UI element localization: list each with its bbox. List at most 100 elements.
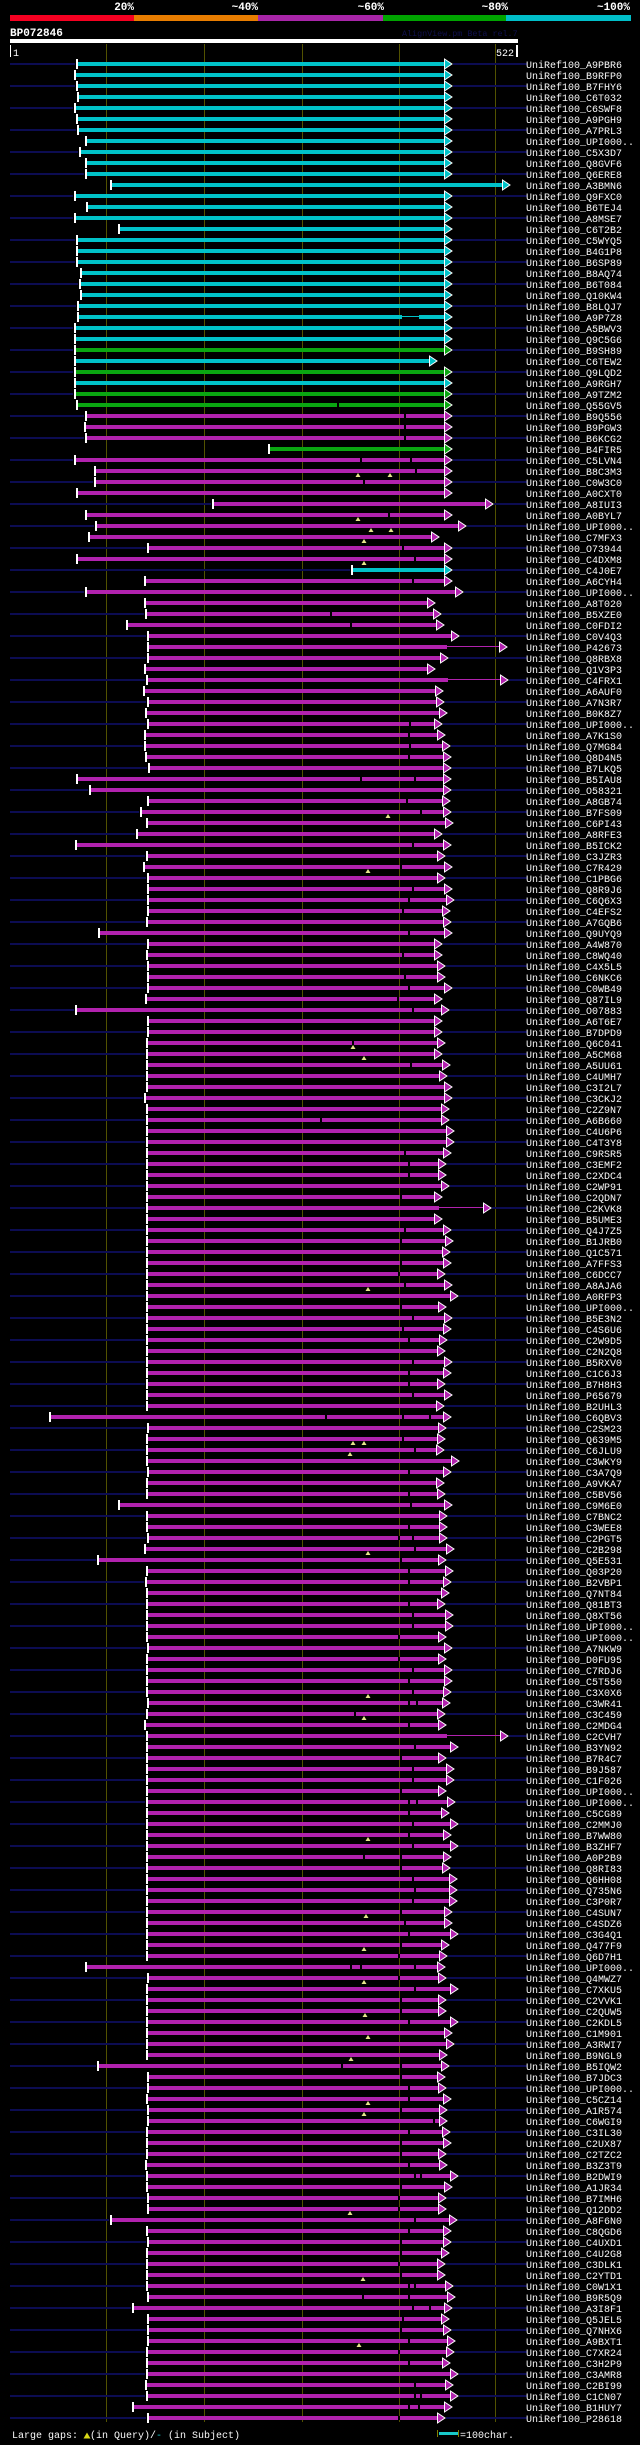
svg-text:(in Query)/: (in Query)/ [90,2430,156,2442]
svg-text:UniRef100_UPI000..: UniRef100_UPI000.. [526,1963,634,1975]
svg-text:UniRef100_B7WW80: UniRef100_B7WW80 [526,1831,622,1843]
svg-text:UniRef100_A5BWV3: UniRef100_A5BWV3 [526,324,622,336]
svg-text:UniRef100_C0W3C0: UniRef100_C0W3C0 [526,478,622,490]
svg-text:UniRef100_C6NKC6: UniRef100_C6NKC6 [526,973,622,985]
svg-text:UniRef100_C3CKJ2: UniRef100_C3CKJ2 [526,1094,622,1106]
svg-text:UniRef100_A8MSE7: UniRef100_A8MSE7 [526,214,622,226]
svg-text:UniRef100_B9R5Q9: UniRef100_B9R5Q9 [526,2293,622,2305]
svg-text:UniRef100_Q81BT3: UniRef100_Q81BT3 [526,1600,622,1612]
svg-text:UniRef100_O58321: UniRef100_O58321 [526,786,622,798]
svg-text:UniRef100_Q6ERE8: UniRef100_Q6ERE8 [526,170,622,182]
svg-text:UniRef100_UPI000..: UniRef100_UPI000.. [526,522,634,534]
svg-text:UniRef100_B8LQJ7: UniRef100_B8LQJ7 [526,302,622,314]
svg-text:UniRef100_C4T3Y8: UniRef100_C4T3Y8 [526,1138,622,1150]
svg-text:UniRef100_C5CZ14: UniRef100_C5CZ14 [526,2095,622,2107]
svg-text:UniRef100_A5CM68: UniRef100_A5CM68 [526,1050,622,1062]
svg-text:UniRef100_UPI000..: UniRef100_UPI000.. [526,588,634,600]
svg-text:UniRef100_B7DPD9: UniRef100_B7DPD9 [526,1028,622,1040]
svg-text:UniRef100_A8AJA6: UniRef100_A8AJA6 [526,1281,622,1293]
svg-text:UniRef100_P28618: UniRef100_P28618 [526,2414,622,2426]
svg-text:UniRef100_C4U6P6: UniRef100_C4U6P6 [526,1127,622,1139]
svg-text:~100%: ~100% [597,2,630,14]
svg-text:UniRef100_A9PBR6: UniRef100_A9PBR6 [526,60,622,72]
svg-text:20%: 20% [114,2,134,14]
svg-text:UniRef100_A9P7Z8: UniRef100_A9P7Z8 [526,313,622,325]
svg-text:UniRef100_A6T6E7: UniRef100_A6T6E7 [526,1017,622,1029]
svg-text:UniRef100_A7PRL3: UniRef100_A7PRL3 [526,126,622,138]
svg-text:UniRef100_B5XZE0: UniRef100_B5XZE0 [526,610,622,622]
svg-text:UniRef100_Q9LQD2: UniRef100_Q9LQD2 [526,368,622,380]
svg-text:UniRef100_Q55GV5: UniRef100_Q55GV5 [526,401,622,413]
svg-text:UniRef100_C8WQ40: UniRef100_C8WQ40 [526,951,622,963]
svg-text:UniRef100_B6KCG2: UniRef100_B6KCG2 [526,434,622,446]
svg-text:UniRef100_C5CG89: UniRef100_C5CG89 [526,1809,622,1821]
svg-text:UniRef100_C2MDG4: UniRef100_C2MDG4 [526,1721,622,1733]
svg-text:~80%: ~80% [482,2,509,14]
svg-text:UniRef100_B4FIR5: UniRef100_B4FIR5 [526,445,622,457]
svg-text:1: 1 [13,49,19,60]
svg-text:UniRef100_B2DWI9: UniRef100_B2DWI9 [526,2172,622,2184]
svg-text:UniRef100_Q03P20: UniRef100_Q03P20 [526,1567,622,1579]
svg-text:UniRef100_UPI000..: UniRef100_UPI000.. [526,137,634,149]
svg-text:UniRef100_C0W1X1: UniRef100_C0W1X1 [526,2282,622,2294]
svg-text:UniRef100_C4SUN7: UniRef100_C4SUN7 [526,1908,622,1920]
svg-text:UniRef100_B7FHY6: UniRef100_B7FHY6 [526,82,622,94]
svg-text:UniRef100_C8QGD6: UniRef100_C8QGD6 [526,2227,622,2239]
svg-text:UniRef100_C4U2G8: UniRef100_C4U2G8 [526,2249,622,2261]
svg-text:UniRef100_A6B660: UniRef100_A6B660 [526,1116,622,1128]
svg-text:UniRef100_B3ZHF7: UniRef100_B3ZHF7 [526,1842,622,1854]
svg-text:Large gaps:: Large gaps: [12,2431,78,2442]
svg-text:UniRef100_C0FDI2: UniRef100_C0FDI2 [526,621,622,633]
svg-text:UniRef100_C7BNC2: UniRef100_C7BNC2 [526,1512,622,1524]
svg-text:UniRef100_A9TZM2: UniRef100_A9TZM2 [526,390,622,402]
svg-text:UniRef100_Q9FXC0: UniRef100_Q9FXC0 [526,192,622,204]
svg-text:UniRef100_C7R429: UniRef100_C7R429 [526,863,622,875]
svg-text:UniRef100_C4SDZ6: UniRef100_C4SDZ6 [526,1919,622,1931]
svg-text:UniRef100_C6DCC7: UniRef100_C6DCC7 [526,1270,622,1282]
svg-text:UniRef100_A7K1S0: UniRef100_A7K1S0 [526,731,622,743]
svg-text:UniRef100_UPI000..: UniRef100_UPI000.. [526,1303,634,1315]
svg-text:UniRef100_C7XKU5: UniRef100_C7XKU5 [526,1985,622,1997]
svg-text:UniRef100_B1HUY7: UniRef100_B1HUY7 [526,2403,622,2415]
svg-text:UniRef100_C3I2L7: UniRef100_C3I2L7 [526,1083,622,1095]
svg-text:UniRef100_C3P0R7: UniRef100_C3P0R7 [526,1897,622,1909]
svg-text:UniRef100_A8RFE3: UniRef100_A8RFE3 [526,830,622,842]
svg-text:UniRef100_B7H8H3: UniRef100_B7H8H3 [526,1380,622,1392]
svg-text:UniRef100_C7RDJ6: UniRef100_C7RDJ6 [526,1666,622,1678]
svg-text:UniRef100_O73944: UniRef100_O73944 [526,544,622,556]
svg-text:UniRef100_C4X5L5: UniRef100_C4X5L5 [526,962,622,974]
svg-text:UniRef100_Q8RI83: UniRef100_Q8RI83 [526,1864,622,1876]
svg-text:UniRef100_C2QDN7: UniRef100_C2QDN7 [526,1193,622,1205]
svg-text:UniRef100_A3RWI7: UniRef100_A3RWI7 [526,2040,622,2052]
svg-text:UniRef100_C2MMJ0: UniRef100_C2MMJ0 [526,1820,622,1832]
svg-text:UniRef100_B9NGL9: UniRef100_B9NGL9 [526,2051,622,2063]
svg-text:UniRef100_B1JRB0: UniRef100_B1JRB0 [526,1237,622,1249]
svg-text:UniRef100_C3JZR3: UniRef100_C3JZR3 [526,852,622,864]
svg-text:UniRef100_UPI000..: UniRef100_UPI000.. [526,1622,634,1634]
svg-text:UniRef100_C2TZC2: UniRef100_C2TZC2 [526,2150,622,2162]
svg-text:UniRef100_A9RGH7: UniRef100_A9RGH7 [526,379,622,391]
svg-text:UniRef100_C3G4Q1: UniRef100_C3G4Q1 [526,1930,622,1942]
svg-text:UniRef100_C4FRX1: UniRef100_C4FRX1 [526,676,622,688]
svg-text:UniRef100_Q6C041: UniRef100_Q6C041 [526,1039,622,1051]
svg-text:UniRef100_UPI000..: UniRef100_UPI000.. [526,720,634,732]
svg-text:UniRef100_B9SH89: UniRef100_B9SH89 [526,346,622,358]
svg-text:UniRef100_C4EFS2: UniRef100_C4EFS2 [526,907,622,919]
svg-text:UniRef100_C2B298: UniRef100_C2B298 [526,1545,622,1557]
svg-text:UniRef100_B5IQW2: UniRef100_B5IQW2 [526,2062,622,2074]
svg-text:522: 522 [496,49,514,60]
svg-text:UniRef100_C3C459: UniRef100_C3C459 [526,1710,622,1722]
svg-text:UniRef100_C2KVK8: UniRef100_C2KVK8 [526,1204,622,1216]
svg-text:UniRef100_B6TEJ4: UniRef100_B6TEJ4 [526,203,622,215]
svg-text:UniRef100_C3WR41: UniRef100_C3WR41 [526,1699,622,1711]
svg-text:UniRef100_Q1C571: UniRef100_Q1C571 [526,1248,622,1260]
svg-text:UniRef100_A0RFP3: UniRef100_A0RFP3 [526,1292,622,1304]
svg-text:UniRef100_C1CN07: UniRef100_C1CN07 [526,2392,622,2404]
svg-text:BP072846: BP072846 [10,28,63,40]
svg-text:UniRef100_C2PGT5: UniRef100_C2PGT5 [526,1534,622,1546]
svg-text:UniRef100_Q12DD2: UniRef100_Q12DD2 [526,2205,622,2217]
svg-text:UniRef100_C9M6E0: UniRef100_C9M6E0 [526,1501,622,1513]
svg-text:UniRef100_B2VBP1: UniRef100_B2VBP1 [526,1578,622,1590]
svg-text:UniRef100_C3AMR8: UniRef100_C3AMR8 [526,2370,622,2382]
svg-text:=100char.: =100char. [460,2430,514,2442]
